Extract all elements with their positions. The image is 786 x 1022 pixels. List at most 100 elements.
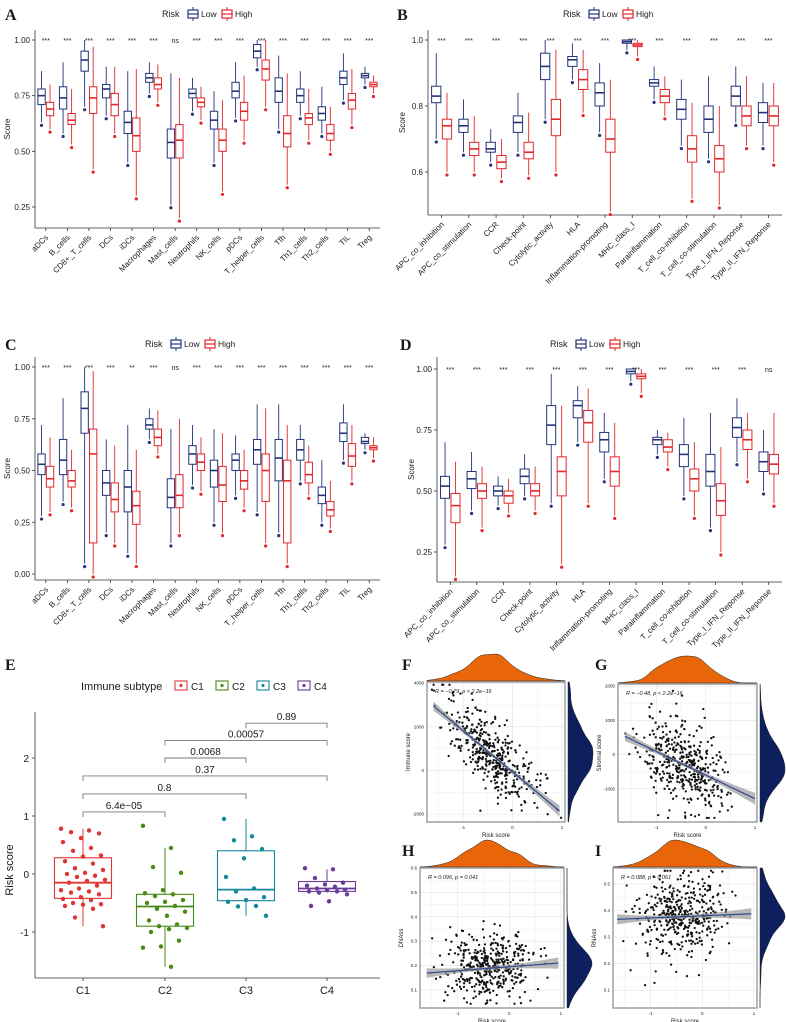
data-point	[682, 869, 686, 872]
data-point	[489, 759, 492, 762]
data-point	[711, 895, 715, 898]
significance-label: ***	[42, 38, 50, 45]
data-point	[675, 903, 679, 906]
data-point	[517, 952, 520, 955]
data-point	[660, 902, 663, 905]
data-point	[727, 791, 730, 794]
outlier-point	[48, 513, 52, 517]
outlier-point	[242, 141, 246, 145]
data-point	[665, 912, 669, 915]
data-point	[492, 938, 496, 941]
outlier-point	[625, 51, 629, 55]
data-point	[476, 764, 479, 768]
data-point	[655, 791, 658, 794]
data-point	[148, 929, 154, 935]
data-point	[471, 965, 474, 969]
data-point	[491, 958, 494, 961]
outlier-point	[719, 553, 723, 557]
data-point	[487, 770, 490, 773]
data-point	[513, 954, 516, 958]
outlier-point	[341, 461, 346, 465]
data-point	[96, 892, 102, 897]
data-point	[536, 773, 539, 776]
outlier-point	[220, 534, 225, 538]
data-point	[485, 759, 488, 763]
data-point	[688, 918, 691, 921]
data-point	[650, 895, 653, 898]
data-point	[673, 928, 676, 931]
data-point	[731, 890, 734, 893]
data-point	[496, 802, 500, 805]
data-point	[464, 948, 468, 952]
data-point	[668, 891, 672, 894]
data-point	[482, 947, 486, 950]
significance-label: ***	[322, 38, 330, 45]
data-point	[342, 887, 348, 892]
data-point	[474, 955, 477, 959]
significance-label: ***	[655, 38, 663, 45]
data-point	[144, 900, 150, 906]
data-point	[624, 910, 627, 913]
data-point	[661, 881, 664, 884]
data-point	[653, 913, 656, 916]
data-point	[667, 742, 671, 746]
significance-label: ns	[765, 367, 773, 374]
data-point	[479, 962, 482, 966]
data-point	[681, 871, 685, 875]
data-point	[524, 944, 527, 948]
y-density-curve	[759, 683, 786, 823]
box-body	[123, 470, 132, 513]
data-point	[495, 954, 498, 957]
data-point	[688, 909, 692, 912]
data-point	[462, 997, 466, 1000]
data-point	[482, 919, 485, 923]
x-tick-label: iDCs	[118, 233, 137, 252]
data-point	[663, 895, 666, 899]
box-low	[546, 373, 557, 508]
data-point	[486, 988, 489, 991]
data-point	[683, 926, 687, 929]
data-point	[719, 756, 723, 759]
data-point	[450, 699, 453, 702]
data-point	[241, 856, 247, 861]
data-point	[704, 803, 707, 807]
data-point	[430, 688, 434, 691]
data-point	[659, 777, 662, 780]
data-point	[478, 734, 481, 737]
legend-label-low: Low	[589, 339, 605, 349]
data-point	[462, 956, 465, 959]
data-point	[495, 1002, 498, 1005]
data-point	[683, 924, 687, 927]
data-point	[512, 781, 516, 785]
outlier-point	[692, 516, 696, 521]
data-point	[690, 788, 694, 791]
data-point	[517, 795, 521, 798]
x-tick-label: Treg	[356, 233, 374, 251]
data-point	[504, 741, 507, 744]
box-high	[347, 68, 357, 130]
outlier-point	[233, 119, 238, 123]
box-low	[166, 73, 176, 210]
data-point	[690, 942, 693, 945]
data-point	[638, 897, 641, 900]
box-body	[153, 77, 163, 90]
data-point	[675, 764, 678, 768]
data-point	[652, 758, 655, 761]
outlier-point	[608, 213, 612, 217]
outlier-point	[772, 504, 776, 508]
data-point	[150, 864, 156, 870]
data-point	[471, 712, 474, 715]
data-point	[544, 954, 548, 957]
y-tick-label: 2000	[605, 684, 616, 689]
data-point	[506, 962, 509, 965]
box-body	[166, 128, 176, 159]
data-point	[154, 906, 160, 911]
data-point	[446, 993, 449, 997]
data-point	[449, 948, 452, 952]
box-body	[231, 453, 240, 472]
data-point	[465, 989, 469, 992]
outlier-point	[48, 130, 52, 134]
data-point	[681, 922, 684, 925]
data-point	[668, 920, 671, 923]
data-point	[704, 958, 708, 962]
